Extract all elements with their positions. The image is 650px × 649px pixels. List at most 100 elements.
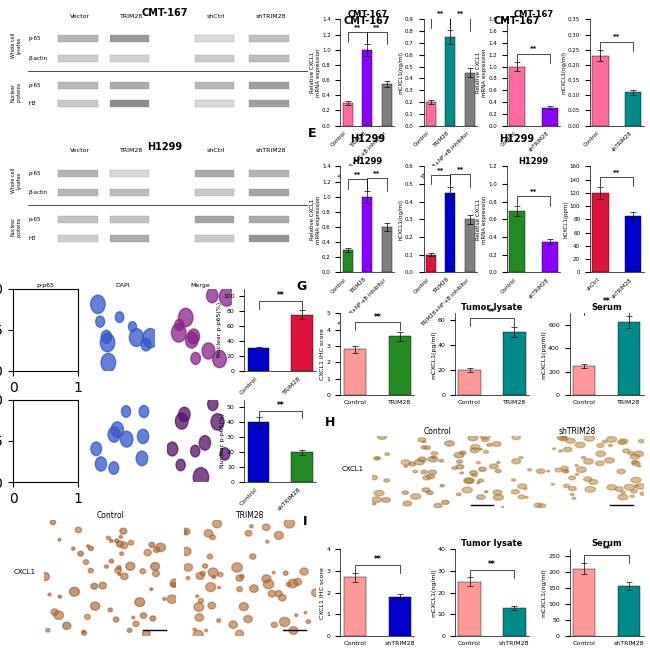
Circle shape — [156, 543, 165, 552]
Circle shape — [96, 457, 107, 471]
Bar — [465, 73, 474, 125]
Circle shape — [70, 587, 79, 596]
Circle shape — [120, 431, 133, 447]
Circle shape — [58, 539, 61, 541]
Bar — [250, 235, 289, 241]
Circle shape — [60, 345, 70, 357]
Circle shape — [575, 473, 578, 475]
Circle shape — [552, 448, 556, 450]
Text: **: ** — [276, 291, 284, 300]
Circle shape — [114, 539, 119, 543]
Bar — [343, 250, 352, 273]
Circle shape — [472, 474, 477, 477]
Circle shape — [403, 501, 411, 506]
Circle shape — [421, 446, 427, 449]
Circle shape — [200, 571, 205, 576]
Circle shape — [570, 493, 574, 496]
Circle shape — [382, 498, 391, 502]
Bar — [445, 37, 455, 125]
Circle shape — [205, 630, 207, 632]
Circle shape — [404, 465, 408, 467]
Circle shape — [372, 497, 382, 502]
Circle shape — [193, 630, 203, 639]
Text: I: I — [303, 515, 307, 528]
Circle shape — [218, 586, 220, 589]
Circle shape — [476, 482, 480, 484]
Text: **: ** — [374, 313, 381, 322]
Circle shape — [268, 591, 276, 597]
Bar — [58, 82, 98, 89]
Text: CMT-167: CMT-167 — [141, 8, 188, 18]
Circle shape — [402, 491, 408, 495]
Circle shape — [597, 443, 604, 447]
Circle shape — [139, 406, 149, 417]
Bar — [426, 255, 436, 273]
Circle shape — [463, 478, 474, 484]
Circle shape — [176, 459, 185, 471]
Circle shape — [519, 457, 523, 459]
Circle shape — [140, 569, 146, 574]
Circle shape — [232, 563, 242, 572]
Bar — [110, 190, 150, 196]
Circle shape — [204, 530, 213, 537]
Circle shape — [631, 477, 641, 483]
Circle shape — [16, 447, 27, 461]
Circle shape — [422, 476, 431, 480]
Circle shape — [75, 527, 81, 533]
Circle shape — [456, 460, 463, 463]
Circle shape — [195, 614, 203, 621]
Circle shape — [569, 476, 576, 480]
Text: CXCL1: CXCL1 — [341, 465, 363, 472]
Circle shape — [132, 616, 135, 619]
Text: H1299: H1299 — [350, 134, 385, 144]
Circle shape — [129, 322, 136, 332]
Circle shape — [555, 468, 562, 472]
Bar — [250, 101, 289, 107]
Circle shape — [205, 583, 216, 591]
Text: TRIM28: TRIM28 — [120, 148, 143, 153]
Circle shape — [495, 469, 501, 472]
Text: p-65: p-65 — [28, 83, 41, 88]
Circle shape — [487, 443, 492, 447]
Bar — [291, 452, 313, 482]
Circle shape — [250, 554, 256, 559]
Circle shape — [208, 602, 216, 609]
Text: Whole cell
lysates: Whole cell lysates — [10, 33, 21, 58]
Bar — [250, 190, 289, 196]
Bar — [362, 197, 372, 273]
Circle shape — [445, 441, 454, 446]
Circle shape — [528, 469, 532, 471]
Circle shape — [60, 470, 70, 482]
Circle shape — [584, 477, 592, 482]
Circle shape — [562, 469, 569, 473]
Bar — [618, 586, 640, 636]
Circle shape — [263, 580, 274, 589]
Circle shape — [422, 488, 430, 492]
Text: **: ** — [374, 555, 381, 564]
Circle shape — [638, 439, 644, 443]
Bar — [195, 101, 234, 107]
Circle shape — [294, 614, 298, 617]
Bar — [445, 193, 455, 273]
Circle shape — [19, 338, 30, 352]
Circle shape — [415, 459, 424, 465]
Circle shape — [422, 441, 426, 443]
Circle shape — [428, 470, 437, 474]
Circle shape — [239, 603, 248, 611]
Circle shape — [32, 408, 44, 421]
Text: **: ** — [456, 11, 463, 17]
Circle shape — [172, 324, 186, 342]
Circle shape — [493, 442, 501, 447]
Circle shape — [636, 484, 645, 489]
Y-axis label: mCXCL1(ng/ml): mCXCL1(ng/ml) — [562, 51, 567, 94]
Circle shape — [136, 451, 148, 466]
Circle shape — [196, 595, 199, 598]
Bar — [110, 36, 150, 42]
Circle shape — [167, 595, 177, 604]
Circle shape — [280, 617, 290, 626]
Bar — [618, 322, 640, 395]
Text: shTRIM28: shTRIM28 — [255, 14, 286, 19]
Circle shape — [465, 478, 474, 484]
Circle shape — [127, 628, 132, 632]
Circle shape — [479, 448, 482, 450]
